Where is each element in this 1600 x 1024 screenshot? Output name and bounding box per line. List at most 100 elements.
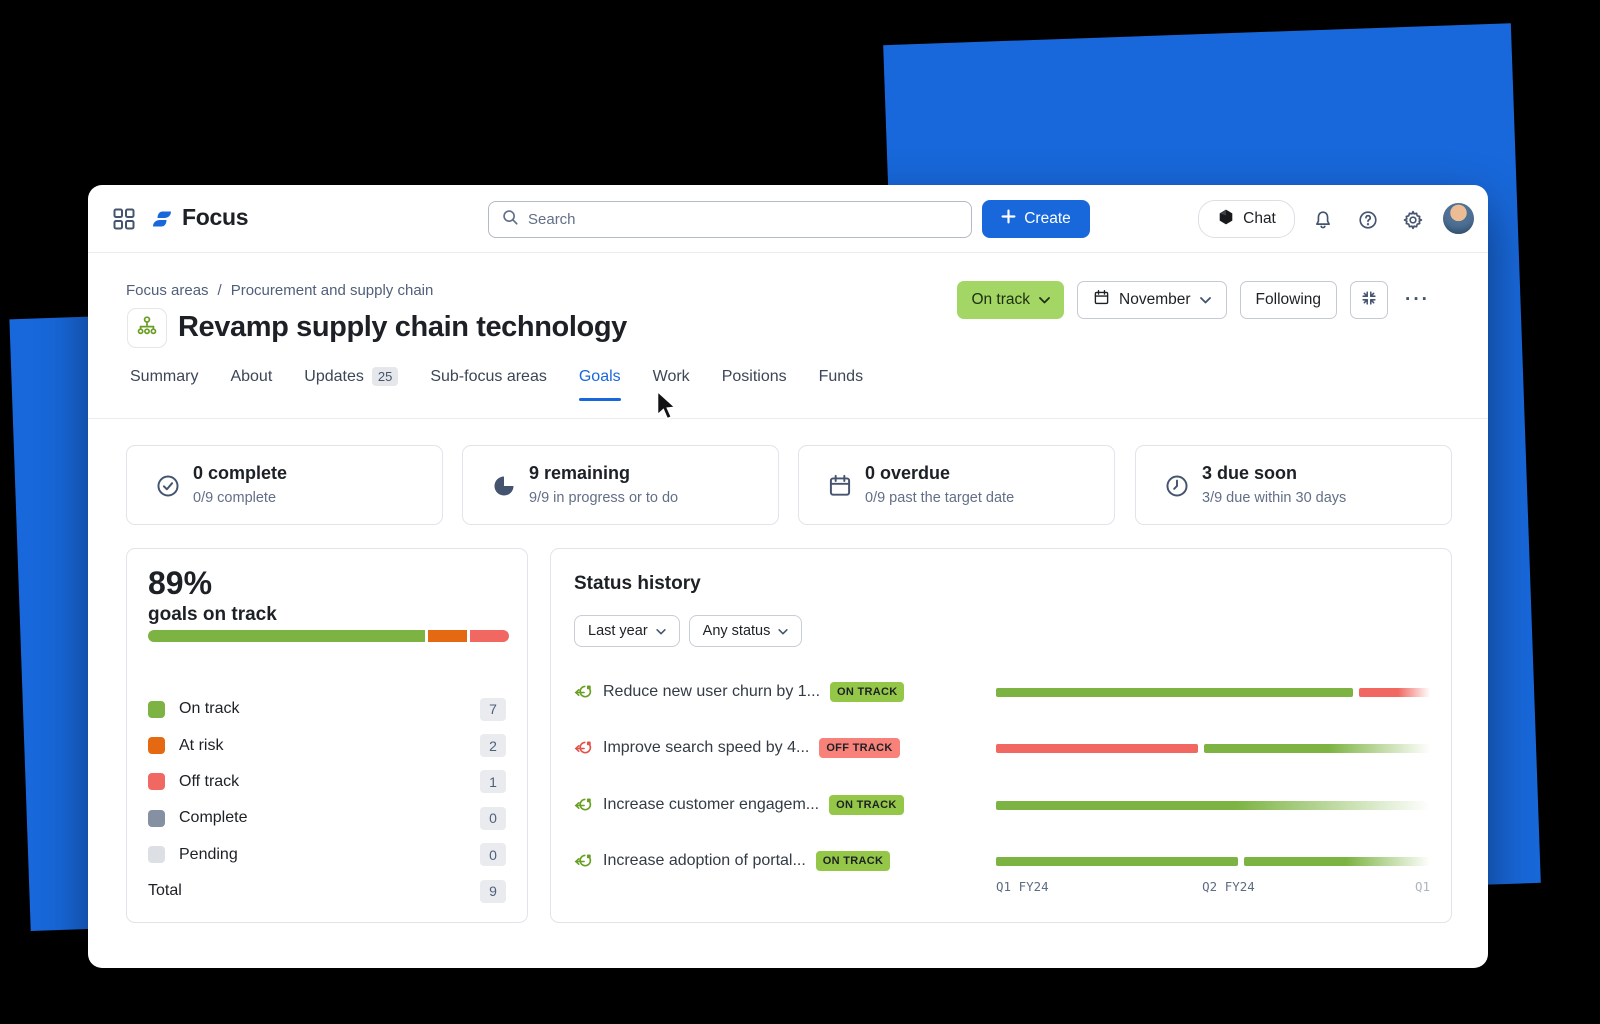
legend-count: 7	[480, 697, 506, 721]
status-history-card: Status history Last year Any status	[550, 548, 1452, 923]
goal-title: Reduce new user churn by 1...	[603, 683, 821, 700]
goal-icon	[574, 852, 593, 871]
time-range-label: Last year	[588, 623, 648, 639]
focus-logo-icon[interactable]	[148, 205, 176, 233]
at-risk-swatch	[148, 737, 165, 755]
axis-tick: Q1	[1414, 879, 1430, 894]
page-title: Revamp supply chain technology	[178, 311, 627, 343]
legend-label: Pending	[179, 845, 238, 863]
goals-summary-card: 89% goals on track On track 7 At risk 2 …	[126, 548, 528, 923]
stat-card-remaining: 9 remaining 9/9 in progress or to do	[462, 445, 779, 525]
legend-row-pending: Pending 0	[148, 837, 506, 873]
timeline-segment	[996, 688, 1353, 697]
stat-title: 0 overdue	[865, 463, 951, 483]
search-input[interactable]	[528, 211, 959, 228]
collapse-arrows-icon	[1360, 289, 1378, 312]
timeline-segment	[1243, 857, 1430, 866]
page-actions: On track November Following	[957, 281, 1434, 319]
status-badge: OFF TRACK	[819, 738, 900, 758]
top-bar: Focus Create	[88, 185, 1488, 253]
focus-area-icon-box	[127, 308, 167, 348]
create-button[interactable]: Create	[982, 200, 1090, 238]
legend-row-complete: Complete 0	[148, 800, 506, 836]
tab-positions[interactable]: Positions	[721, 367, 787, 385]
search-icon	[501, 208, 519, 231]
legend-count: 0	[480, 843, 506, 867]
following-button[interactable]: Following	[1239, 281, 1338, 319]
status-history-filters: Last year Any status	[574, 615, 803, 647]
axis-tick: Q2 FY24	[1202, 879, 1255, 894]
app-switcher-icon[interactable]	[112, 207, 136, 231]
breadcrumb: Focus areas / Procurement and supply cha…	[126, 282, 433, 299]
tab-sub-focus-areas[interactable]: Sub-focus areas	[430, 367, 547, 385]
time-range-dropdown[interactable]: Last year	[574, 615, 680, 647]
rovo-chat-icon	[1217, 208, 1235, 231]
timeline-segment	[996, 857, 1239, 866]
stat-subtitle: 0/9 past the target date	[865, 490, 1015, 506]
chat-button-label: Chat	[1243, 210, 1276, 227]
pie-chart-icon	[491, 473, 517, 499]
chat-button[interactable]: Chat	[1198, 200, 1295, 238]
breadcrumb-focus-areas[interactable]: Focus areas	[126, 282, 209, 299]
goal-title: Increase customer engagem...	[603, 796, 820, 813]
off-track-swatch	[148, 773, 165, 791]
status-timeline-bar	[996, 744, 1430, 753]
notifications-bell-icon[interactable]	[1310, 207, 1336, 233]
status-badge: ON TRACK	[815, 851, 891, 871]
goal-row[interactable]: Increase customer engagem... ON TRACK	[574, 790, 979, 820]
legend-row-off-track: Off track 1	[148, 764, 506, 800]
status-filter-dropdown[interactable]: Any status	[688, 615, 803, 647]
stat-title: 3 due soon	[1202, 463, 1298, 483]
legend-count: 2	[480, 734, 506, 758]
tab-bar: Summary About Updates 25 Sub-focus areas…	[130, 367, 864, 401]
focus-area-tree-icon	[135, 314, 159, 343]
status-dropdown-label: On track	[971, 291, 1031, 308]
breadcrumb-separator: /	[217, 282, 222, 299]
user-avatar[interactable]	[1443, 203, 1474, 234]
tab-goals[interactable]: Goals	[578, 367, 621, 401]
stat-card-due-soon: 3 due soon 3/9 due within 30 days	[1135, 445, 1452, 525]
goal-row[interactable]: Improve search speed by 4... OFF TRACK	[574, 733, 979, 763]
tab-work[interactable]: Work	[652, 367, 690, 385]
clock-icon	[1164, 473, 1190, 499]
tab-summary[interactable]: Summary	[130, 367, 199, 385]
goal-icon	[574, 683, 593, 702]
goal-row[interactable]: Increase adoption of portal... ON TRACK	[574, 846, 979, 876]
total-label: Total	[148, 882, 182, 900]
legend-row-on-track: On track 7	[148, 691, 506, 727]
complete-swatch	[148, 809, 165, 827]
goal-icon	[574, 796, 593, 815]
goals-on-track-caption: goals on track	[148, 604, 277, 625]
progress-segment	[469, 630, 509, 642]
status-dropdown-button[interactable]: On track	[957, 281, 1065, 319]
timeline-segment	[1203, 744, 1430, 753]
goal-title: Improve search speed by 4...	[603, 739, 810, 756]
search-bar[interactable]	[488, 201, 972, 238]
settings-gear-icon[interactable]	[1400, 207, 1426, 233]
legend-label: At risk	[179, 736, 224, 754]
chevron-down-icon	[1039, 291, 1050, 309]
legend-row-total: Total 9	[148, 873, 506, 909]
more-options-button[interactable]: ···	[1401, 289, 1434, 311]
tab-about[interactable]: About	[230, 367, 273, 385]
month-dropdown-label: November	[1119, 291, 1191, 308]
check-circle-icon	[155, 473, 181, 499]
calendar-icon	[827, 473, 853, 499]
breadcrumb-parent-area[interactable]: Procurement and supply chain	[230, 282, 434, 299]
help-icon[interactable]	[1355, 207, 1381, 233]
pending-swatch	[148, 846, 165, 864]
mouse-cursor	[651, 389, 681, 424]
tab-funds[interactable]: Funds	[818, 367, 864, 385]
timeline-segment	[996, 801, 1430, 810]
app-name: Focus	[182, 204, 249, 230]
stat-subtitle: 9/9 in progress or to do	[529, 490, 679, 506]
month-dropdown-button[interactable]: November	[1077, 281, 1227, 319]
goals-progress-bar	[148, 630, 509, 642]
tab-updates[interactable]: Updates 25	[304, 367, 399, 386]
goal-row[interactable]: Reduce new user churn by 1... ON TRACK	[574, 677, 979, 707]
collapse-button[interactable]	[1350, 281, 1389, 319]
status-badge: ON TRACK	[829, 795, 904, 815]
legend-count: 1	[480, 770, 506, 794]
timeline-axis: Q1 FY24 Q2 FY24 Q1	[996, 879, 1430, 895]
tabs-divider	[88, 418, 1488, 419]
